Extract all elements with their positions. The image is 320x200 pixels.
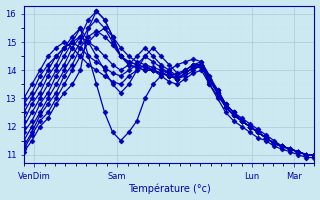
- X-axis label: Température (°c): Température (°c): [128, 184, 211, 194]
